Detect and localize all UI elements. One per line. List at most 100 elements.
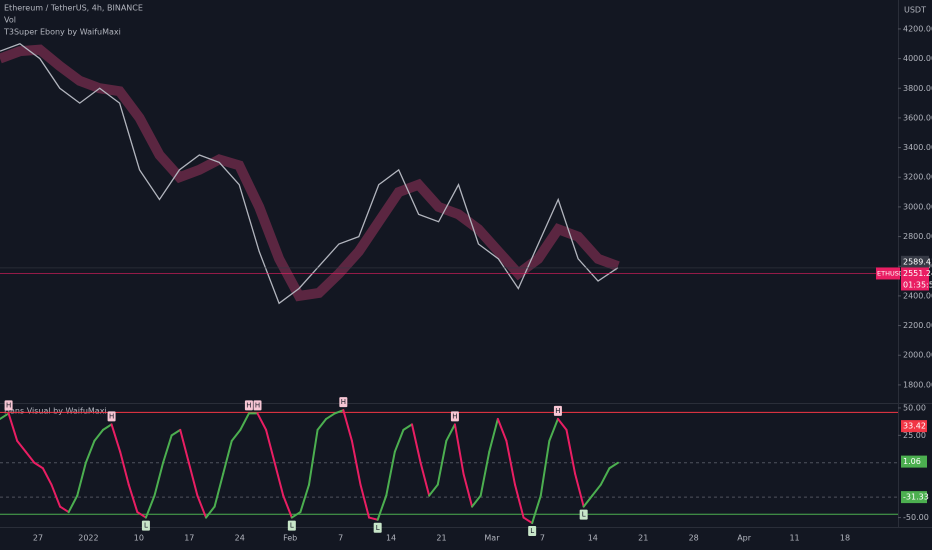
x-tick-label: 24 xyxy=(235,534,245,543)
oscillator-title: Hans Visual by WaifuMaxi xyxy=(4,407,107,416)
price-badge xyxy=(901,455,927,468)
oscillator-segment xyxy=(127,483,139,514)
oscillator-segment xyxy=(428,483,439,497)
signal-label: H xyxy=(341,398,346,406)
countdown-badge xyxy=(901,279,929,291)
x-tick-label: 10 xyxy=(134,534,144,543)
signal-marker xyxy=(287,520,296,531)
price-badge-label: 2589.41 xyxy=(903,257,932,266)
x-tick-label: 7 xyxy=(338,534,343,543)
signal-label: H xyxy=(6,401,11,409)
signal-label: L xyxy=(376,524,380,532)
symbol-label: ETHUSDT xyxy=(877,269,908,277)
signal-label: L xyxy=(290,522,294,530)
signal-marker xyxy=(528,526,537,537)
oscillator-segment xyxy=(548,417,559,442)
y-tick-label: 4000.00 xyxy=(903,54,932,63)
oscillator-segment xyxy=(419,461,431,497)
oscillator-segment xyxy=(359,483,371,519)
y-tick-label: 3400.00 xyxy=(903,143,932,152)
oscillator-segment xyxy=(119,450,130,486)
y-tick-label: 2400.00 xyxy=(903,291,932,300)
y-tick-label: 3000.00 xyxy=(903,202,932,211)
oscillator-segment xyxy=(265,428,276,464)
oscillator-segment xyxy=(67,494,79,514)
volume-label: Vol xyxy=(4,16,16,25)
signal-marker xyxy=(4,400,13,411)
oscillator-segment xyxy=(59,505,70,514)
signal-marker xyxy=(553,405,562,416)
y-tick-label: 1800.00 xyxy=(903,380,932,389)
y-tick-label: 3200.00 xyxy=(903,173,932,182)
currency-label: USDT xyxy=(904,6,926,15)
oscillator-segment xyxy=(462,472,474,508)
oscillator-segment xyxy=(282,494,293,519)
price-badge-label: -31.33 xyxy=(903,493,929,502)
signal-marker xyxy=(107,411,116,422)
price-badge xyxy=(901,491,927,504)
oscillator-segment xyxy=(256,412,268,431)
oscillator-segment xyxy=(50,483,62,508)
signal-marker xyxy=(141,520,150,531)
oscillator-segment xyxy=(342,409,353,442)
price-line xyxy=(0,43,619,305)
signal-label: L xyxy=(530,527,534,535)
oscillator-segment xyxy=(402,423,413,431)
countdown-label: 01:35:54 xyxy=(903,280,932,289)
oscillator-segment xyxy=(445,423,456,442)
oscillator-segment xyxy=(187,461,199,497)
oscillator-segment xyxy=(24,450,36,464)
oscillator-segment xyxy=(556,417,568,431)
oscillator-segment xyxy=(453,423,465,475)
y-tick-label: 50.00 xyxy=(903,403,926,412)
price-badge xyxy=(901,267,929,280)
oscillator-segment xyxy=(239,412,250,431)
signal-label: H xyxy=(109,412,114,420)
chart-title: Ethereum / TetherUS, 4h, BINANCE xyxy=(4,4,143,13)
signal-label: H xyxy=(255,401,260,409)
signal-marker xyxy=(450,411,459,422)
x-tick-label: Mar xyxy=(484,534,500,543)
oscillator-segment xyxy=(471,494,482,508)
y-tick-label: 2800.00 xyxy=(903,232,932,241)
price-badge-label: 1.06 xyxy=(903,457,921,466)
oscillator-segment xyxy=(514,483,525,519)
oscillator-segment xyxy=(411,423,422,464)
oscillator-segment xyxy=(222,439,233,475)
oscillator-segment xyxy=(531,494,542,525)
x-tick-label: 28 xyxy=(689,534,699,543)
oscillator-segment xyxy=(376,494,388,521)
oscillator-segment xyxy=(0,412,10,420)
signal-label: H xyxy=(452,412,457,420)
oscillator-segment xyxy=(179,428,190,464)
oscillator-segment xyxy=(333,409,345,415)
signal-marker xyxy=(253,400,262,411)
oscillator-segment xyxy=(393,428,405,453)
oscillator-segment xyxy=(33,461,44,470)
x-tick-label: 27 xyxy=(33,534,43,543)
symbol-badge xyxy=(876,267,900,280)
price-badge-label: 2551.24 xyxy=(903,269,932,278)
signal-marker xyxy=(579,509,588,520)
oscillator-segment xyxy=(136,511,147,519)
oscillator-segment xyxy=(299,483,310,514)
y-tick-label: 4200.00 xyxy=(903,24,932,33)
y-tick-label: -50.00 xyxy=(903,513,929,522)
signal-label: L xyxy=(144,522,148,530)
oscillator-segment xyxy=(350,439,362,486)
x-tick-label: 2022 xyxy=(78,534,98,543)
signal-label: L xyxy=(582,511,586,519)
oscillator-segment xyxy=(162,434,173,464)
oscillator-segment xyxy=(41,467,53,486)
y-tick-label: 2000.00 xyxy=(903,351,932,360)
oscillator-segment xyxy=(290,511,302,519)
oscillator-segment xyxy=(565,428,577,475)
oscillator-segment xyxy=(599,467,611,486)
oscillator-segment xyxy=(230,428,242,442)
x-tick-label: 11 xyxy=(789,534,799,543)
oscillator-segment xyxy=(170,428,182,437)
x-tick-label: Apr xyxy=(737,534,752,543)
oscillator-segment xyxy=(7,412,19,442)
oscillator-segment xyxy=(436,439,448,486)
oscillator-segment xyxy=(213,472,225,508)
